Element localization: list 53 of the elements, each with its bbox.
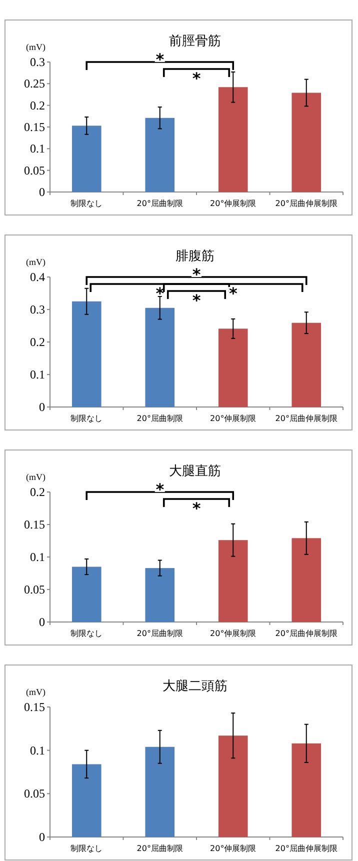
y-axis-title: (mV) <box>26 257 46 267</box>
y-tick-label: 0.2 <box>30 98 45 112</box>
y-tick-label: 0.3 <box>30 55 45 69</box>
chart-title: 腓腹筋 <box>176 249 214 264</box>
annotation: * <box>192 291 202 310</box>
x-tick-label: 20°屈曲制限 <box>136 844 183 853</box>
x-tick-label: 制限なし <box>70 414 103 423</box>
y-tick-label: 0.15 <box>24 700 45 714</box>
y-tick-label: 0.15 <box>24 518 45 532</box>
x-tick-label: 20°屈曲制限 <box>136 629 183 638</box>
y-tick-label: 0 <box>39 185 45 199</box>
x-tick-label: 20°伸展制限 <box>210 844 256 853</box>
y-tick-label: 0.25 <box>24 76 45 91</box>
annotation: * <box>156 480 165 499</box>
x-tick-label: 制限なし <box>70 199 103 208</box>
annotation: * <box>192 499 202 518</box>
annotation: * <box>192 265 202 284</box>
y-tick-label: 0.05 <box>24 582 45 596</box>
x-tick-label: 20°屈曲伸展制限 <box>275 199 338 208</box>
annotation: * <box>156 284 165 303</box>
y-axis-title: (mV) <box>26 42 46 52</box>
chart-title: 前脛骨筋 <box>169 34 221 49</box>
x-tick-label: 20°屈曲伸展制限 <box>275 414 338 423</box>
y-tick-label: 0.05 <box>24 786 45 801</box>
y-tick-label: 0.1 <box>30 743 45 758</box>
chart-title: 大腿二頭筋 <box>162 679 228 694</box>
y-tick-label: 0.1 <box>30 142 45 156</box>
chart-title: 大腿直筋 <box>169 464 221 479</box>
x-tick-label: 20°屈曲伸展制限 <box>275 629 338 638</box>
y-tick-label: 0 <box>39 615 45 629</box>
annotation: * <box>228 284 238 303</box>
annotation: * <box>192 69 202 88</box>
y-tick-label: 0.2 <box>30 485 45 499</box>
y-axis-title: (mV) <box>26 472 46 482</box>
x-tick-label: 20°屈曲制限 <box>136 199 183 208</box>
y-tick-label: 0.05 <box>24 163 45 178</box>
y-tick-label: 0.15 <box>24 120 45 134</box>
x-tick-label: 20°伸展制限 <box>210 414 256 423</box>
annotation: * <box>156 50 165 69</box>
y-axis-title: (mV) <box>26 687 46 697</box>
x-tick-label: 20°屈曲制限 <box>136 414 183 423</box>
y-tick-label: 0.3 <box>30 302 45 316</box>
y-tick-label: 0.1 <box>30 368 45 382</box>
y-tick-label: 0.2 <box>30 335 45 349</box>
y-tick-label: 0 <box>39 830 45 844</box>
x-tick-label: 制限なし <box>70 629 103 638</box>
y-tick-label: 0.1 <box>30 550 45 564</box>
x-tick-label: 20°伸展制限 <box>210 629 256 638</box>
x-tick-label: 20°屈曲伸展制限 <box>275 844 338 853</box>
y-tick-label: 0 <box>39 400 45 414</box>
y-tick-label: 0.4 <box>30 270 45 284</box>
x-tick-label: 制限なし <box>70 844 103 853</box>
x-tick-label: 20°伸展制限 <box>210 199 256 208</box>
